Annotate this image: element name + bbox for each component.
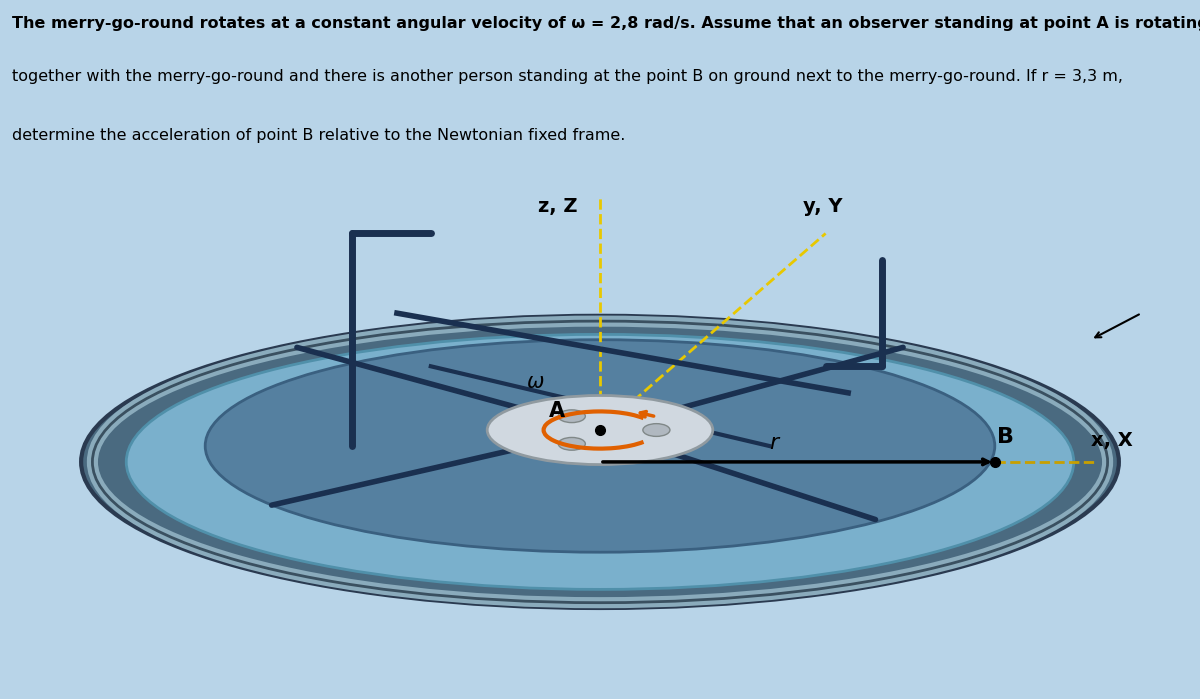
- Ellipse shape: [126, 334, 1074, 589]
- Text: ω: ω: [527, 372, 544, 391]
- Text: y, Y: y, Y: [803, 197, 842, 216]
- Text: determine the acceleration of point B relative to the Newtonian fixed frame.: determine the acceleration of point B re…: [12, 128, 625, 143]
- Ellipse shape: [205, 340, 995, 552]
- Text: z, Z: z, Z: [538, 197, 577, 216]
- Text: B: B: [997, 427, 1014, 447]
- Ellipse shape: [487, 396, 713, 465]
- Text: A: A: [550, 401, 565, 421]
- Ellipse shape: [82, 316, 1118, 608]
- Text: x, X: x, X: [1091, 431, 1133, 450]
- Text: together with the merry-go-round and there is another person standing at the poi: together with the merry-go-round and the…: [12, 69, 1123, 85]
- Circle shape: [558, 410, 586, 423]
- Text: The merry-go-round rotates at a constant angular velocity of ω = 2,8 rad/s. Assu: The merry-go-round rotates at a constant…: [12, 15, 1200, 31]
- Text: r: r: [769, 433, 779, 453]
- Circle shape: [558, 438, 586, 450]
- Circle shape: [643, 424, 670, 436]
